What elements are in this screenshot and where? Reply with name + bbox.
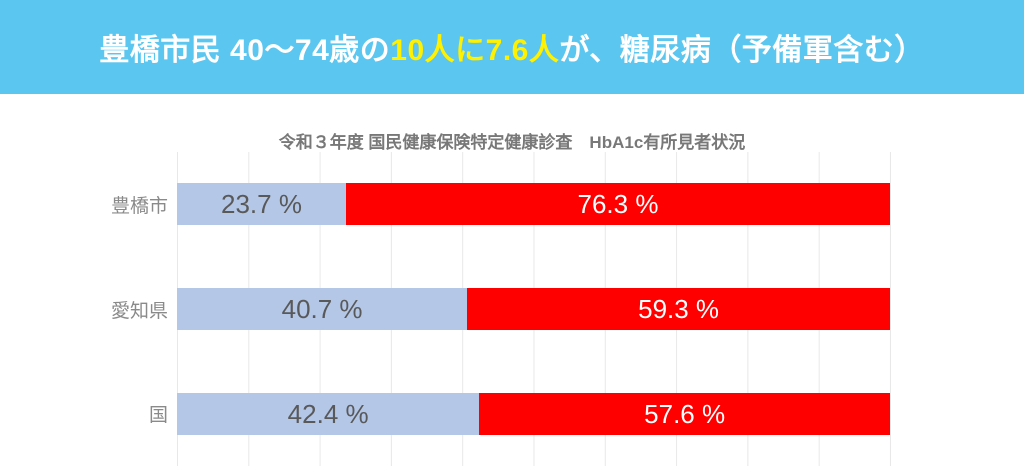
bar-segment-red: 57.6 % xyxy=(479,392,890,435)
bar-track: 40.7 % 59.3 % xyxy=(177,288,890,330)
bar-track: 23.7 % 76.3 % xyxy=(177,183,890,226)
headline-highlight: 10人に7.6人 xyxy=(390,34,560,67)
segment-value-label: 76.3 % xyxy=(577,189,659,220)
bar-segment-blue: 40.7 % xyxy=(177,288,468,330)
category-label: 愛知県 xyxy=(110,300,168,322)
segment-value-label: 23.7 % xyxy=(221,189,302,220)
headline-prefix: 豊橋市民 40～74歳の xyxy=(99,34,391,67)
category-label: 国 xyxy=(148,405,168,427)
banner-headline: 豊橋市民 40～74歳の10人に7.6人が、糖尿病（予備軍含む） xyxy=(99,25,925,69)
bar-segment-red: 76.3 % xyxy=(345,183,890,226)
bar-row: 愛知県 40.7 % 59.3 % xyxy=(111,257,890,362)
bar-segment-blue: 23.7 % xyxy=(177,183,346,226)
plot-area: 豊橋市 23.7 % 76.3 % 愛知県 40.7 % 59.3 % xyxy=(111,152,891,466)
bar-track: 42.4 % 57.6 % xyxy=(177,392,890,435)
bar-segment-blue: 42.4 % xyxy=(177,392,480,435)
segment-value-label: 40.7 % xyxy=(281,294,363,324)
bar-segment-red: 59.3 % xyxy=(467,288,890,330)
bar-row: 国 42.4 % 57.6 % xyxy=(149,361,890,466)
category-label: 豊橋市 xyxy=(110,195,168,217)
chart-title: 令和３年度 国民健康保険特定健康診査 HbA1c有所見者状況 xyxy=(278,133,746,152)
headline-suffix: が、糖尿病（予備軍含む） xyxy=(559,34,925,67)
segment-value-label: 42.4 % xyxy=(287,398,369,429)
banner: 豊橋市民 40～74歳の10人に7.6人が、糖尿病（予備軍含む） xyxy=(0,0,1024,94)
bar-row: 豊橋市 23.7 % 76.3 % xyxy=(111,152,890,257)
segment-value-label: 57.6 % xyxy=(644,398,726,429)
segment-value-label: 59.3 % xyxy=(638,294,720,324)
